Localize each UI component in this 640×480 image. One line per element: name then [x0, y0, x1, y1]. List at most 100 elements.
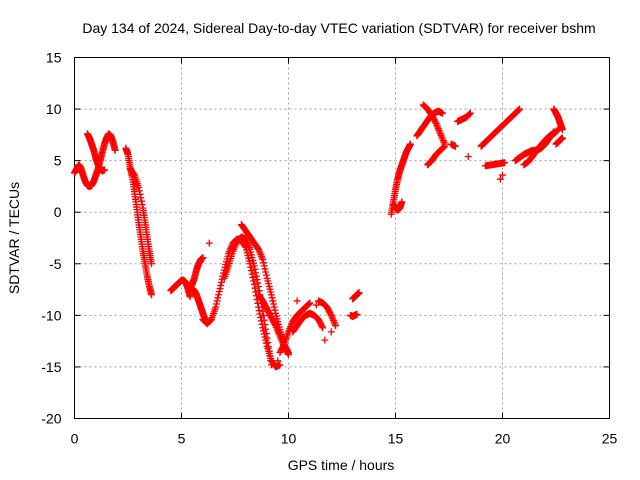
isolated-point: [464, 153, 472, 161]
arc-11-point: [271, 320, 279, 328]
arc-9-point: [263, 334, 271, 342]
arc-8-point: [248, 270, 256, 278]
y-axis-label: SDTVAR / TECUs: [6, 182, 22, 294]
arc-11-point: [284, 349, 292, 357]
arc-15-point: [355, 289, 363, 297]
arc-23-point: [451, 142, 459, 150]
arc-4-point: [138, 201, 146, 209]
arc-9-point: [261, 321, 269, 329]
arc-9-point: [255, 282, 263, 290]
isolated-point: [499, 171, 506, 179]
arc-10-point: [260, 262, 268, 270]
arc-24-point: [516, 105, 524, 113]
arc-8-point: [262, 339, 270, 347]
arc-8-point: [276, 361, 284, 369]
plot-frame: [74, 57, 610, 419]
arc-21-point: [440, 143, 448, 151]
arc-13-point: [319, 324, 327, 332]
y-tick-labels: -20 -15 -10 -5 0 5 10 15: [41, 50, 61, 427]
x-tick-label: 15: [388, 431, 404, 447]
arc-9-point: [252, 272, 260, 280]
arc-5-point: [186, 293, 194, 301]
isolated-point: [197, 258, 205, 266]
grid-lines: [74, 57, 610, 419]
arc-14-point: [332, 322, 340, 330]
arc-9-point: [253, 276, 261, 284]
y-tick-label: -20: [41, 411, 61, 427]
arc-9-point: [262, 325, 270, 333]
arc-27-point: [553, 127, 561, 135]
y-tick-label: -5: [49, 256, 62, 272]
arc-25-point: [501, 159, 509, 167]
arc-9-point: [250, 262, 258, 270]
arc-10-point: [261, 265, 269, 273]
arc-9-point: [267, 361, 275, 369]
arc-8-point: [250, 277, 258, 285]
arc-9-point: [265, 343, 273, 351]
arc-12-point: [280, 342, 288, 350]
axis-ticks: [74, 57, 610, 419]
arc-8-point: [217, 278, 225, 286]
arc-12-point: [306, 299, 314, 307]
arc-10-point: [271, 306, 279, 314]
y-tick-label: 15: [46, 50, 62, 66]
arc-8-point: [217, 281, 225, 289]
arc-17-point: [406, 140, 414, 148]
x-tick-label: 25: [602, 431, 618, 447]
arc-10-point: [262, 268, 270, 276]
arc-8-point: [251, 284, 259, 292]
x-tick-label: 20: [495, 431, 511, 447]
arc-8-point: [247, 267, 255, 275]
arc-10-point: [267, 291, 275, 299]
isolated-point: [274, 357, 282, 365]
arc-4-point: [135, 187, 143, 195]
chart-title: Day 134 of 2024, Sidereal Day-to-day VTE…: [82, 20, 595, 36]
arc-10-point: [268, 294, 276, 302]
x-tick-label: 0: [71, 431, 79, 447]
arc-8-point: [249, 274, 257, 282]
x-tick-labels: 0 5 10 15 20 25: [71, 431, 618, 447]
arc-10-point: [262, 271, 270, 279]
arc-10-point: [270, 300, 278, 308]
arc-1-point: [111, 146, 119, 154]
arc-6-point: [199, 254, 207, 262]
arc-12-point: [305, 300, 313, 308]
arc-9-point: [252, 269, 260, 277]
arc-16-point: [353, 310, 361, 318]
arc-21-point: [441, 142, 449, 150]
arc-9-point: [265, 347, 273, 355]
y-tick-label: -15: [41, 359, 61, 375]
y-tick-label: 0: [54, 204, 62, 220]
arc-8-point: [212, 300, 220, 308]
arc-8-point: [213, 297, 221, 305]
arc-18-point: [398, 198, 406, 206]
arc-4-point: [138, 197, 146, 205]
arc-8-point: [216, 285, 224, 293]
arc-2-point: [100, 166, 108, 174]
isolated-point: [327, 328, 335, 336]
arc-13-point: [318, 322, 326, 330]
arc-8-point: [250, 280, 258, 288]
data-marks: [71, 101, 566, 371]
arc-8-point: [215, 288, 223, 296]
arc-24-point: [515, 106, 523, 114]
arc-19-point: [439, 109, 447, 117]
arc-9-point: [267, 356, 275, 364]
arc-21-point: [439, 144, 447, 152]
arc-10-point: [259, 256, 267, 264]
x-tick-label: 10: [281, 431, 297, 447]
arc-9-point: [262, 330, 270, 338]
arc-8-point: [247, 263, 255, 271]
arc-27-point: [553, 126, 561, 134]
isolated-point: [312, 301, 320, 309]
arc-14-point: [327, 310, 335, 318]
arc-10-point: [270, 303, 278, 311]
arc-4-point: [130, 170, 138, 178]
arc-4-point: [148, 260, 156, 268]
y-tick-label: -10: [41, 307, 61, 323]
isolated-point: [293, 297, 301, 305]
arc-12-point: [304, 300, 312, 308]
x-tick-label: 5: [178, 431, 186, 447]
arc-9-point: [251, 265, 259, 273]
